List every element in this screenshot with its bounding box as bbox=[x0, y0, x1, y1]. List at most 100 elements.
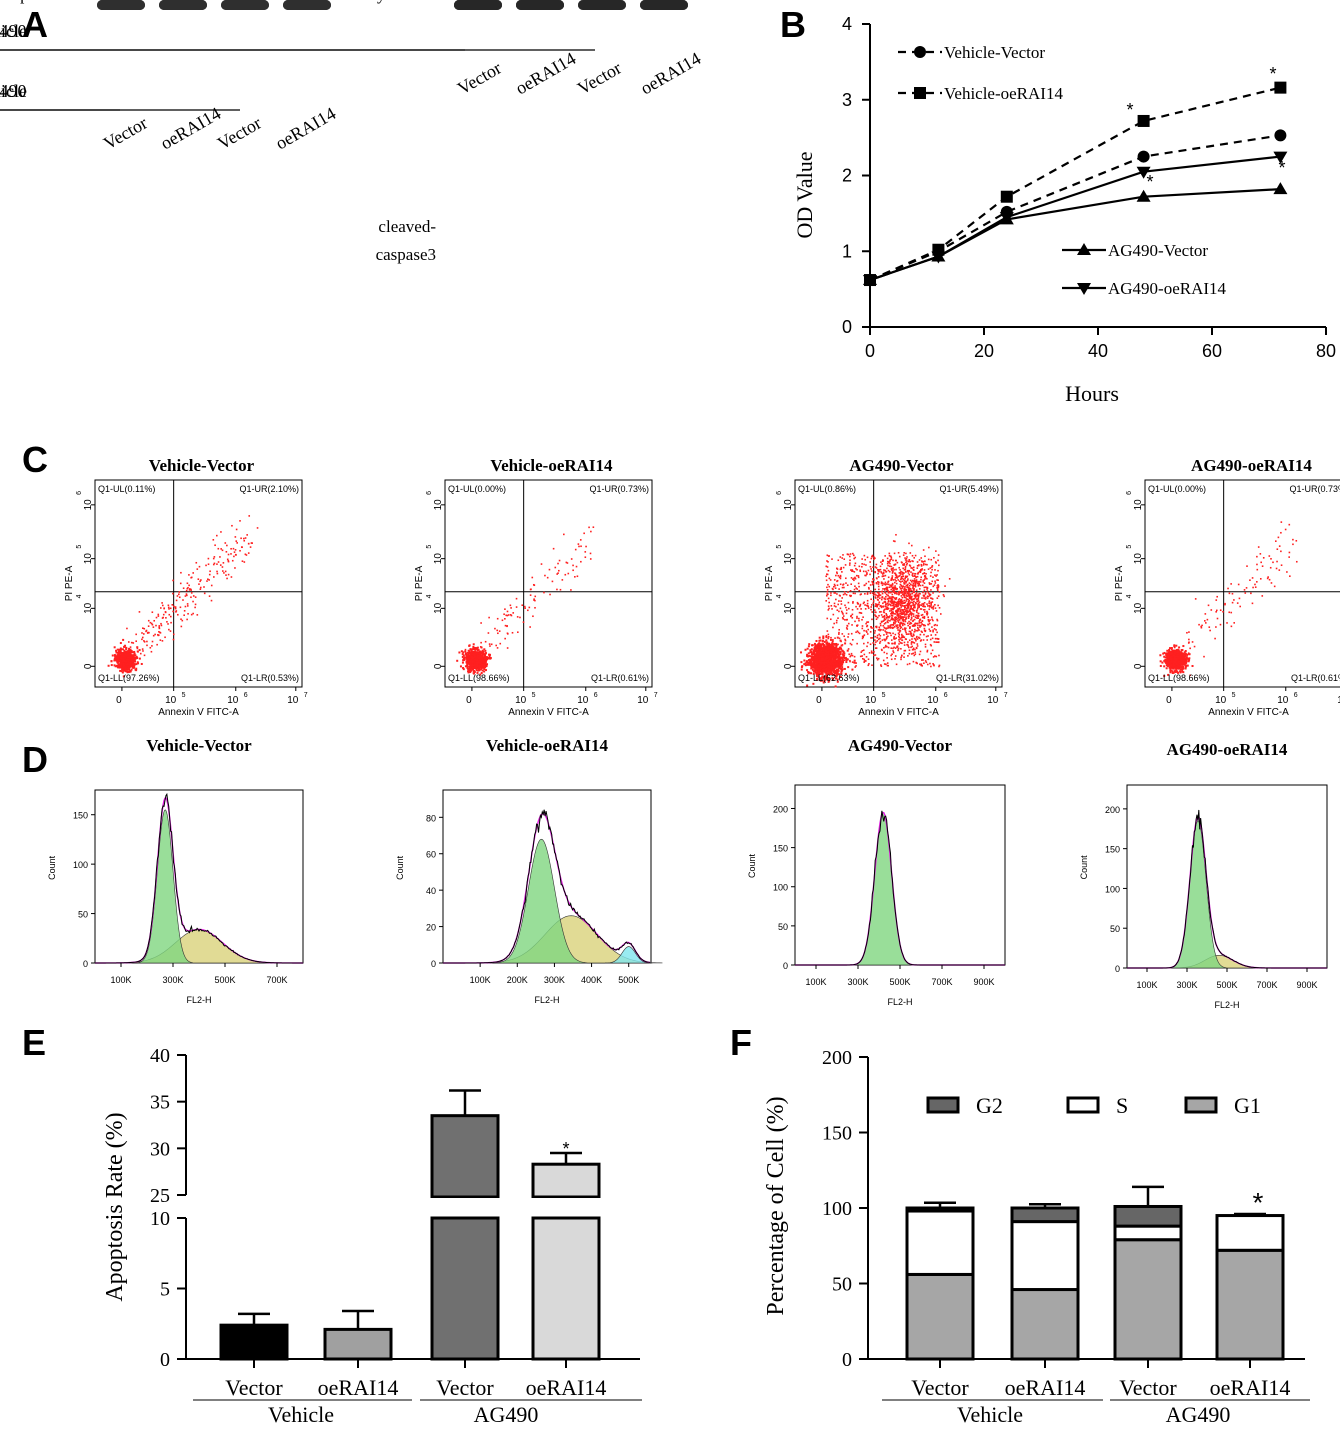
dot bbox=[836, 584, 839, 587]
dot bbox=[142, 627, 144, 630]
dot bbox=[938, 664, 941, 667]
dot bbox=[911, 645, 914, 648]
dot bbox=[130, 654, 133, 657]
dot bbox=[806, 653, 809, 656]
dot bbox=[133, 652, 136, 655]
dot bbox=[880, 664, 882, 666]
dot bbox=[912, 586, 914, 588]
dot bbox=[241, 560, 244, 563]
dot bbox=[831, 642, 834, 645]
dot bbox=[843, 591, 846, 593]
dot bbox=[870, 637, 872, 639]
dot bbox=[588, 526, 590, 529]
dot bbox=[914, 653, 917, 655]
dot bbox=[921, 584, 924, 587]
dot bbox=[871, 664, 873, 667]
y-tick-label: 1 bbox=[842, 241, 852, 261]
dot bbox=[475, 669, 478, 672]
dot bbox=[821, 666, 824, 669]
dot bbox=[899, 642, 902, 644]
dot bbox=[923, 572, 926, 575]
dot bbox=[899, 627, 902, 630]
dot bbox=[124, 668, 127, 671]
dot bbox=[924, 593, 927, 595]
dot bbox=[121, 653, 124, 656]
dot bbox=[929, 567, 932, 569]
dot bbox=[925, 635, 928, 638]
dot bbox=[882, 602, 884, 605]
dot bbox=[841, 666, 844, 669]
dot bbox=[113, 654, 116, 657]
dot bbox=[841, 571, 843, 573]
dot bbox=[901, 616, 904, 618]
dot bbox=[922, 591, 924, 594]
dot bbox=[902, 554, 905, 556]
dot bbox=[814, 648, 817, 651]
dot bbox=[828, 585, 831, 588]
dot bbox=[132, 654, 135, 657]
marker-triangle-down bbox=[931, 251, 946, 264]
dot bbox=[896, 610, 899, 613]
dot bbox=[482, 665, 485, 668]
dot bbox=[908, 602, 910, 605]
dot bbox=[197, 578, 200, 580]
dot bbox=[913, 598, 916, 600]
dot bbox=[240, 537, 242, 540]
dot bbox=[815, 675, 818, 678]
dot bbox=[122, 662, 125, 665]
dot bbox=[820, 655, 823, 658]
dot bbox=[825, 653, 828, 656]
dot bbox=[181, 619, 184, 622]
dot bbox=[887, 594, 889, 597]
dot bbox=[812, 682, 815, 685]
dot bbox=[812, 664, 815, 667]
dot bbox=[922, 572, 924, 575]
dot bbox=[469, 663, 472, 666]
dot bbox=[927, 558, 930, 561]
dot bbox=[483, 668, 486, 671]
dot bbox=[914, 638, 917, 641]
dot bbox=[917, 581, 919, 583]
dot bbox=[928, 620, 930, 623]
dot bbox=[915, 661, 918, 664]
dot bbox=[892, 617, 894, 620]
dot bbox=[897, 647, 900, 650]
dot bbox=[804, 648, 807, 651]
dot bbox=[138, 649, 141, 652]
dot bbox=[576, 575, 579, 578]
dot bbox=[166, 621, 168, 623]
dot bbox=[918, 592, 920, 595]
dot bbox=[894, 587, 897, 589]
dot bbox=[899, 583, 902, 586]
dot bbox=[216, 570, 218, 573]
marker-square bbox=[1000, 190, 1013, 203]
dot bbox=[152, 634, 155, 637]
dot bbox=[812, 660, 815, 663]
dot bbox=[864, 604, 866, 606]
dot bbox=[828, 679, 831, 682]
dot bbox=[878, 581, 880, 584]
dot bbox=[855, 631, 857, 634]
dot bbox=[872, 627, 875, 629]
dot bbox=[910, 616, 913, 619]
dot bbox=[846, 618, 848, 621]
dot bbox=[543, 591, 545, 594]
dot bbox=[531, 576, 534, 579]
dot bbox=[904, 630, 907, 632]
dot bbox=[862, 649, 865, 652]
dot bbox=[886, 657, 888, 659]
dot bbox=[890, 608, 892, 610]
dot bbox=[931, 626, 933, 628]
quadrant-lr: Q1-LR(0.53%) bbox=[241, 673, 299, 683]
dot bbox=[906, 598, 909, 600]
dot bbox=[922, 594, 925, 597]
dot bbox=[915, 598, 918, 601]
dot bbox=[863, 629, 865, 632]
lane-label: oeRAI14 bbox=[512, 48, 579, 98]
dot bbox=[918, 564, 920, 566]
dot bbox=[222, 570, 224, 572]
dot bbox=[136, 650, 139, 653]
dot bbox=[815, 656, 818, 659]
dot bbox=[484, 649, 487, 652]
